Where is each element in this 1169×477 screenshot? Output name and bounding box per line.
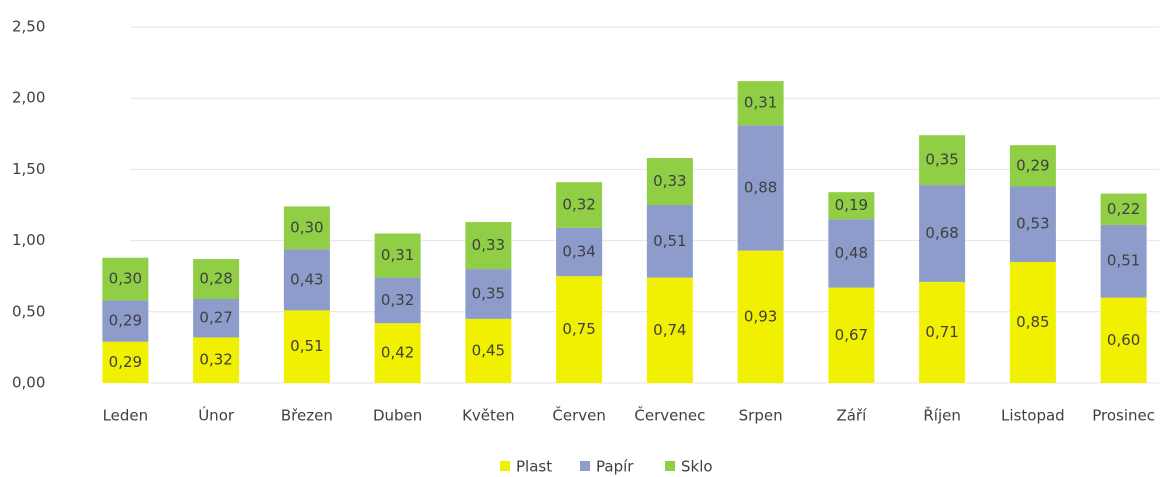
data-label: 0,48 [835,244,868,262]
data-label: 0,29 [1016,156,1049,174]
bar-segment [193,298,240,338]
bar-segment [374,277,421,324]
bar-segment [102,300,149,342]
x-tick-label: Únor [198,406,235,425]
x-tick-label: Listopad [1001,407,1065,425]
data-label: 0,51 [1107,252,1140,270]
x-tick-label: Červen [552,406,605,425]
data-label: 0,35 [472,285,505,303]
bar-segment [737,250,784,383]
x-tick-label: Květen [462,407,515,425]
bar-segment [374,323,421,383]
data-label: 0,32 [199,351,232,369]
data-label: 0,28 [199,270,232,288]
legend-label: Plast [516,458,552,476]
x-tick-label: Leden [103,407,149,425]
data-label: 0,53 [1016,215,1049,233]
y-tick-label: 1,00 [12,231,45,249]
bar-segment [1009,186,1056,262]
bar-segment [465,318,512,383]
x-tick-label: Srpen [739,407,783,425]
data-label: 0,45 [472,341,505,359]
bar-segment [193,259,240,299]
data-label: 0,31 [381,246,414,264]
bar-segment [737,81,784,126]
x-tick-label: Červenec [634,406,705,425]
legend-swatch [500,461,510,471]
bar-segment [1100,297,1147,383]
y-tick-label: 0,00 [12,374,45,392]
data-label: 0,75 [562,320,595,338]
data-label: 0,31 [744,94,777,112]
x-tick-label: Prosinec [1092,407,1155,425]
bar-segment [646,277,693,383]
bar-segment [737,125,784,251]
data-label: 0,33 [472,236,505,254]
x-tick-label: Duben [373,407,422,425]
data-label: 0,51 [290,337,323,355]
bar-segment [556,227,603,277]
bar-segment [1009,261,1056,383]
y-tick-label: 0,50 [12,302,45,320]
y-tick-label: 1,50 [12,160,45,178]
x-tick-label: Březen [281,407,333,425]
bar-segment [102,341,149,383]
bar-segment [646,158,693,205]
data-label: 0,43 [290,270,323,288]
data-label: 0,34 [562,242,595,260]
data-label: 0,27 [199,309,232,327]
bar-segment [828,192,875,220]
data-label: 0,32 [562,196,595,214]
data-label: 0,33 [653,172,686,190]
bar-segment [1009,145,1056,187]
data-label: 0,68 [925,224,958,242]
bar-segment [465,222,512,270]
bar-segment [919,135,966,186]
bar-segment [556,276,603,383]
bar-segment [465,269,512,319]
data-label: 0,30 [109,270,142,288]
data-label: 0,22 [1107,200,1140,218]
bar-segment [193,337,240,383]
data-label: 0,93 [744,307,777,325]
bar-segment [646,205,693,278]
bar-segment [1100,224,1147,298]
bar-segment [828,219,875,288]
data-label: 0,67 [835,326,868,344]
legend-swatch [665,461,675,471]
bar-segment [919,185,966,282]
data-label: 0,32 [381,291,414,309]
bar-segment [374,233,421,278]
data-label: 0,88 [744,178,777,196]
data-label: 0,35 [925,151,958,169]
data-label: 0,29 [109,312,142,330]
data-label: 0,29 [109,353,142,371]
data-label: 0,60 [1107,331,1140,349]
bar-segment [283,310,330,383]
bar-segment [283,206,330,250]
bar-segment [828,287,875,383]
data-label: 0,85 [1016,313,1049,331]
bar-segment [556,182,603,228]
legend-label: Sklo [681,458,713,476]
bar-segment [1100,193,1147,225]
bar-segment [919,281,966,383]
y-tick-label: 2,00 [12,89,45,107]
bar-segment [102,257,149,301]
data-label: 0,51 [653,232,686,250]
data-label: 0,30 [290,218,323,236]
data-label: 0,42 [381,344,414,362]
legend-label: Papír [596,458,634,476]
x-tick-label: Září [836,407,867,425]
legend-swatch [580,461,590,471]
bar-segment [283,249,330,311]
data-label: 0,71 [925,323,958,341]
x-tick-label: Říjen [923,406,961,425]
data-label: 0,19 [835,196,868,214]
data-label: 0,74 [653,321,686,339]
y-tick-label: 2,50 [12,18,45,36]
